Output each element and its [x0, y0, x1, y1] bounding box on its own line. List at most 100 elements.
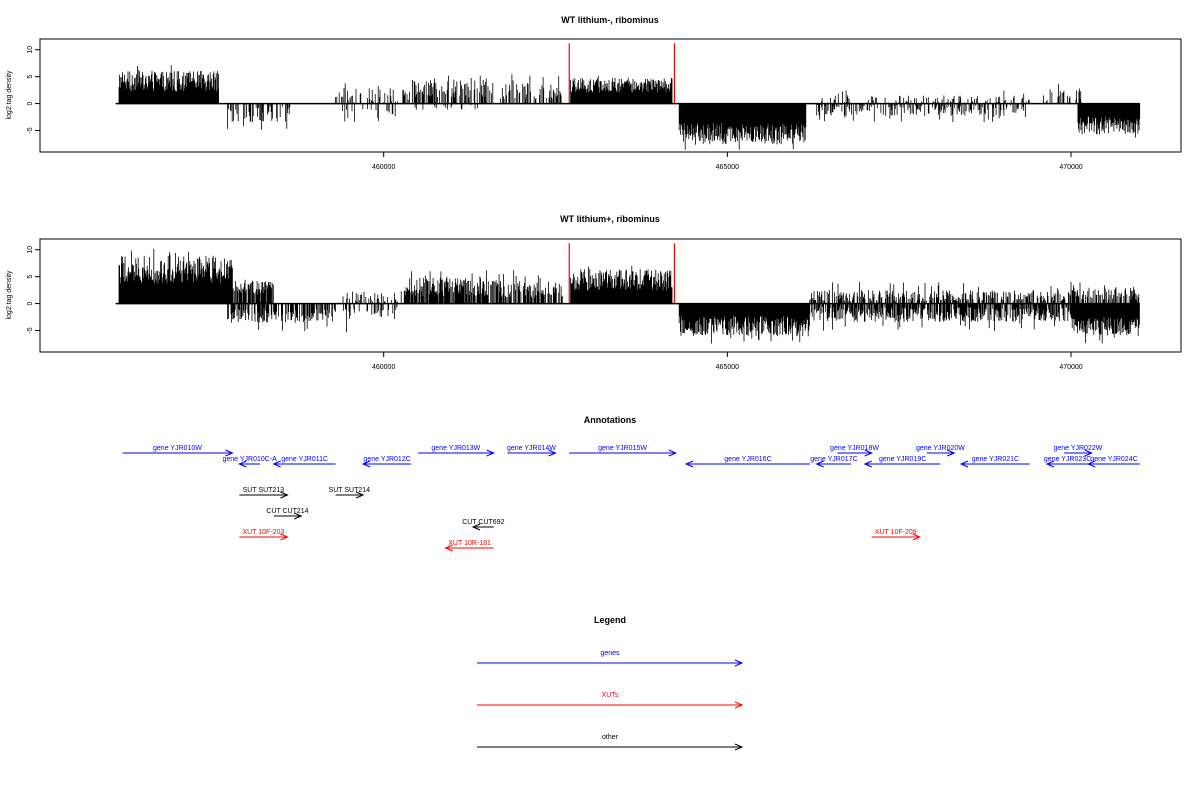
feature-arrowhead [668, 449, 678, 457]
annotations-title: Annotations [584, 415, 637, 425]
annotation-feature: gene YJR021C [959, 456, 1030, 468]
coverage-panel-lithium-plus: WT lithium+, ribominus log2 tag density … [6, 214, 1182, 371]
red-boundary-lines [568, 243, 676, 304]
feature-arrowhead [225, 449, 234, 457]
coverage-bars [118, 65, 1141, 150]
y-axis-label: log2 tag density [6, 270, 13, 320]
legend-label: other [602, 734, 619, 741]
feature-arrowhead [863, 460, 873, 468]
annotation-feature: gene YJR018W [830, 445, 879, 457]
feature-arrowhead [280, 533, 289, 541]
feature-label: gene YJR012C [363, 456, 410, 463]
feature-label: gene YJR018W [830, 445, 879, 452]
feature-label: gene YJR010W [153, 445, 202, 452]
annotation-feature: gene YJR012C [361, 456, 412, 468]
feature-label: gene YJR023C [1044, 456, 1091, 463]
feature-label: XUT 10R-181 [448, 540, 491, 547]
coverage-bar-path [118, 65, 1141, 150]
y-tick-label: 10 [27, 46, 34, 54]
x-tick-label: 465000 [716, 164, 739, 171]
feature-label: SUT SUT214 [329, 487, 371, 494]
annotation-feature: XUT 10F-203 [239, 529, 289, 541]
feature-arrowhead [684, 460, 694, 468]
feature-arrowhead [272, 460, 281, 468]
y-axis: -5 0 5 10 [27, 246, 40, 334]
feature-label: gene YJR011C [281, 456, 328, 463]
x-axis: 460000 465000 470000 [372, 152, 1083, 171]
x-tick-label: 465000 [716, 364, 739, 371]
annotation-feature: XUT 10R-181 [444, 540, 494, 552]
feature-arrowhead [946, 449, 956, 457]
annotation-feature: SUT SUT214 [329, 487, 371, 499]
feature-arrowhead [471, 523, 481, 531]
feature-label: CUT CUT214 [266, 508, 308, 515]
feature-arrowhead [293, 512, 303, 520]
x-tick-label: 470000 [1059, 364, 1082, 371]
annotation-features: gene YJR010W gene YJR010C-A gene YJR011C ge… [122, 445, 1140, 552]
legend-item: genes [477, 650, 744, 667]
y-tick-label: 0 [27, 302, 34, 306]
annotation-feature: gene YJR011C [272, 456, 336, 468]
legend: Legend genes XUTs other [477, 615, 744, 751]
x-tick-label: 460000 [372, 364, 395, 371]
x-tick-label: 460000 [372, 164, 395, 171]
feature-arrowhead [238, 460, 247, 468]
annotation-feature: XUT 10F-209 [871, 529, 922, 541]
feature-arrowhead [1086, 460, 1096, 468]
plot-frame [39, 38, 1182, 153]
panel-title: WT lithium+, ribominus [560, 214, 660, 224]
legend-arrowhead [734, 743, 744, 751]
feature-arrowhead [864, 449, 873, 457]
legend-arrowhead [734, 701, 744, 709]
coverage-bars [118, 248, 1140, 344]
annotation-feature: gene YJR010C-A [222, 456, 277, 468]
legend-label: XUTs [602, 692, 619, 699]
annotation-feature: gene YJR024C [1086, 456, 1140, 468]
feature-arrowhead [548, 449, 557, 457]
coverage-bar-path [118, 248, 1140, 344]
feature-label: XUT 10F-209 [875, 529, 917, 536]
red-boundary-lines [568, 43, 676, 104]
feature-label: SUT SUT213 [243, 487, 285, 494]
feature-label: CUT CUT692 [462, 519, 504, 526]
feature-label: gene YJR022W [1053, 445, 1102, 452]
annotation-feature: CUT CUT692 [462, 519, 505, 531]
coverage-panel-lithium-minus: WT lithium-, ribominus log2 tag density … [6, 15, 1182, 171]
feature-label: gene YJR015W [598, 445, 647, 452]
legend-arrowhead [734, 659, 744, 667]
feature-arrowhead [355, 491, 365, 499]
y-tick-label: 10 [27, 246, 34, 254]
annotation-feature: gene YJR013W [418, 445, 495, 457]
feature-label: gene YJR014W [507, 445, 556, 452]
y-tick-label: -5 [27, 327, 34, 333]
annotation-feature: gene YJR019C [863, 456, 941, 468]
legend-title: Legend [594, 615, 626, 625]
x-tick-label: 470000 [1059, 164, 1082, 171]
feature-label: gene YJR016C [724, 456, 771, 463]
feature-arrowhead [486, 449, 495, 457]
annotation-feature: gene YJR010W [122, 445, 234, 457]
legend-item: XUTs [477, 692, 744, 709]
x-axis: 460000 465000 470000 [372, 352, 1083, 371]
annotation-feature: gene YJR015W [569, 445, 678, 457]
annotation-feature: gene YJR014W [507, 445, 557, 457]
feature-label: gene YJR010C-A [222, 456, 277, 463]
feature-arrowhead [1084, 449, 1093, 457]
feature-arrowhead [912, 533, 922, 541]
y-tick-label: -5 [27, 127, 34, 133]
panel-title: WT lithium-, ribominus [561, 15, 659, 25]
legend-items: genes XUTs other [477, 650, 744, 751]
annotation-feature: gene YJR022W [1053, 445, 1103, 457]
feature-arrowhead [361, 460, 371, 468]
feature-arrowhead [815, 460, 824, 468]
annotation-feature: gene YJR017C [810, 456, 858, 468]
plot-frame [39, 238, 1182, 353]
y-tick-label: 5 [27, 275, 34, 279]
y-axis: -5 0 5 10 [27, 46, 40, 134]
feature-label: gene YJR024C [1090, 456, 1137, 463]
feature-label: gene YJR013W [431, 445, 480, 452]
y-axis-label: log2 tag density [6, 70, 13, 120]
feature-arrowhead [959, 460, 969, 468]
feature-arrowhead [280, 491, 289, 499]
